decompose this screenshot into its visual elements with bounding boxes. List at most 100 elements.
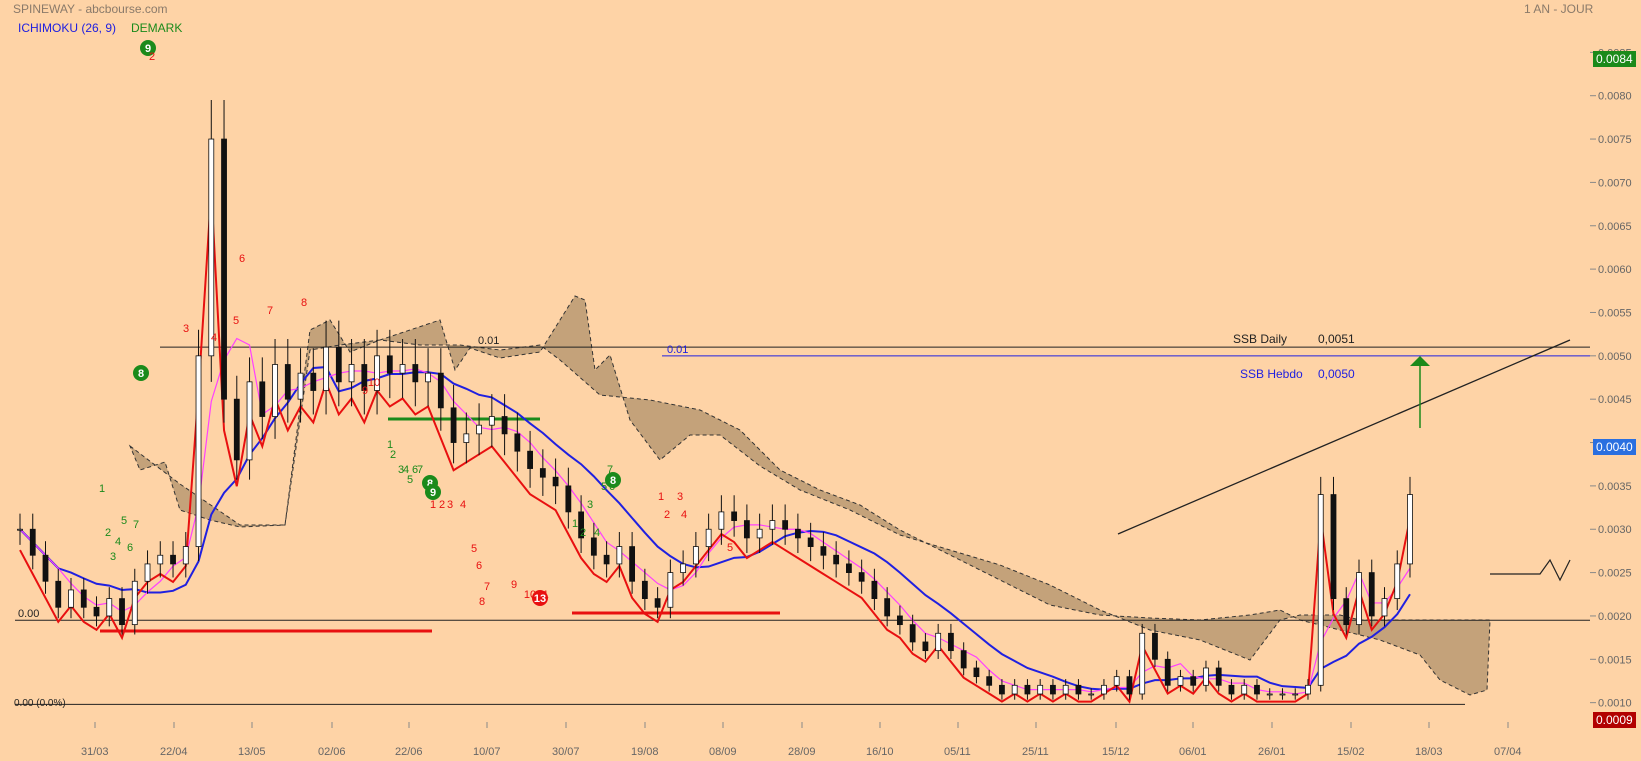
demark-label: 5 bbox=[471, 543, 477, 555]
candle-body bbox=[170, 554, 176, 565]
demark-label: 9 bbox=[362, 385, 368, 397]
candle-body bbox=[820, 546, 827, 556]
x-tick-label: 15/02 bbox=[1337, 746, 1365, 758]
candle-body bbox=[399, 364, 406, 374]
candle-body bbox=[884, 598, 891, 617]
candle-body bbox=[973, 667, 980, 678]
candle-body bbox=[705, 528, 712, 547]
y-tick-label: 0.0060 bbox=[1598, 264, 1632, 276]
demark-label: 9 bbox=[145, 43, 151, 55]
candle-body bbox=[769, 520, 776, 530]
demark-label: 8 bbox=[138, 368, 144, 380]
candle-body bbox=[221, 138, 227, 400]
badge-current: 0.0040 bbox=[1593, 439, 1636, 455]
candle-body bbox=[782, 520, 789, 530]
candle-body bbox=[463, 433, 470, 443]
candle-body bbox=[1228, 684, 1235, 695]
demark-label: 8 bbox=[427, 478, 433, 490]
candle-body bbox=[1152, 632, 1158, 660]
ssb-hebdo-value: 0,0050 bbox=[1318, 367, 1355, 381]
candle-body bbox=[1394, 563, 1401, 600]
candle-body bbox=[1101, 684, 1107, 695]
demark-label: 1 bbox=[99, 483, 105, 495]
demark-label: 4 bbox=[681, 509, 687, 521]
tenkan-line bbox=[19, 337, 1411, 695]
candle-body bbox=[1126, 676, 1133, 695]
candle-body bbox=[845, 563, 852, 573]
candle-body bbox=[756, 528, 763, 539]
candle-body bbox=[1024, 684, 1031, 695]
demark-label: 2 bbox=[149, 51, 155, 63]
demark-label: 5 bbox=[407, 474, 413, 486]
ichimoku-legend: ICHIMOKU (26, 9) bbox=[18, 21, 117, 35]
demark-label: 7 bbox=[417, 464, 423, 476]
demark-label: 4 bbox=[403, 464, 409, 476]
candle-body bbox=[1241, 684, 1248, 695]
demark-label: 10 bbox=[368, 377, 380, 389]
candle-body bbox=[488, 416, 495, 426]
x-tick-label: 05/11 bbox=[944, 746, 971, 758]
level-ssb-hebdo-left: 0.01 bbox=[667, 344, 689, 356]
candle-body bbox=[794, 528, 801, 539]
candle-body bbox=[386, 355, 393, 374]
demark-label: 6 bbox=[412, 464, 418, 476]
demark-label: 3 bbox=[447, 499, 453, 511]
x-tick-label: 08/09 bbox=[709, 746, 737, 758]
demark-label: 7 bbox=[607, 464, 613, 476]
x-tick-label: 28/09 bbox=[788, 746, 816, 758]
candle-body bbox=[999, 684, 1005, 695]
candle-body bbox=[29, 528, 36, 556]
chart-title: SPINEWAY - abcbourse.com bbox=[13, 2, 168, 16]
candle-body bbox=[476, 424, 482, 435]
candle-body bbox=[233, 398, 240, 461]
candle-body bbox=[93, 606, 100, 617]
candle-body bbox=[603, 554, 610, 565]
demark-circle bbox=[532, 590, 548, 606]
candle-body bbox=[1266, 693, 1273, 696]
candle-body bbox=[1279, 693, 1286, 696]
demark-label: 6 bbox=[239, 253, 245, 265]
trend-line bbox=[1117, 339, 1571, 535]
candle-body bbox=[909, 624, 916, 643]
candle-body bbox=[42, 554, 49, 582]
candle-body bbox=[590, 537, 597, 556]
candle-body bbox=[450, 407, 457, 443]
demark-label: 3 bbox=[677, 491, 683, 503]
candle-body bbox=[833, 554, 840, 565]
y-tick-label: 0.0020 bbox=[1598, 611, 1632, 623]
candle-body bbox=[1037, 684, 1044, 695]
demark-label: 3 bbox=[183, 323, 189, 335]
candle-body bbox=[1407, 494, 1413, 565]
candle-body bbox=[1381, 598, 1388, 617]
candle-body bbox=[807, 537, 814, 547]
y-tick-label: 0.0015 bbox=[1598, 654, 1632, 666]
candle-body bbox=[131, 580, 138, 626]
demark-circle bbox=[140, 40, 156, 56]
demark-label: 4 bbox=[594, 527, 600, 539]
demark-label: 6 bbox=[476, 560, 482, 572]
candle-body bbox=[119, 598, 125, 626]
candles bbox=[17, 100, 1413, 700]
candle-body bbox=[259, 381, 266, 417]
ssb-hebdo-label: SSB Hebdo bbox=[1240, 367, 1303, 381]
candle-body bbox=[106, 598, 113, 617]
y-tick-label: 0.0055 bbox=[1598, 307, 1632, 319]
demark-label: 4 bbox=[211, 332, 217, 344]
badge-high: 0.0084 bbox=[1593, 51, 1636, 67]
x-tick-label: 26/01 bbox=[1258, 746, 1286, 758]
candle-body bbox=[718, 511, 725, 530]
demark-label: 8 bbox=[610, 475, 616, 487]
candle-body bbox=[1317, 494, 1324, 686]
y-tick-label: 0.0025 bbox=[1598, 568, 1632, 580]
candle-body bbox=[935, 632, 942, 652]
candle-body bbox=[1088, 693, 1095, 696]
candle-body bbox=[514, 433, 521, 452]
candle-body bbox=[654, 598, 661, 608]
x-tick-label: 02/06 bbox=[318, 746, 346, 758]
candle-body bbox=[195, 355, 202, 547]
x-tick-label: 22/04 bbox=[160, 746, 188, 758]
candle-body bbox=[578, 511, 585, 539]
x-tick-label: 16/10 bbox=[866, 746, 894, 758]
demark-label: 4 bbox=[115, 536, 121, 548]
candle-body bbox=[246, 381, 253, 461]
